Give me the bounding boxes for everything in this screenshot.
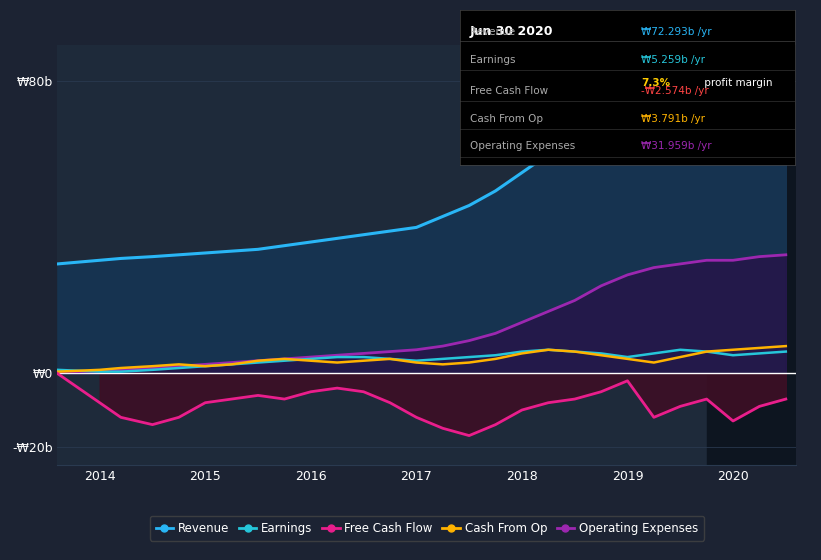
Text: Cash From Op: Cash From Op [470, 114, 543, 124]
Text: ₩5.259b /yr: ₩5.259b /yr [641, 55, 705, 64]
Text: Free Cash Flow: Free Cash Flow [470, 86, 548, 96]
Text: Revenue: Revenue [470, 27, 515, 37]
Text: ₩72.293b /yr: ₩72.293b /yr [641, 27, 712, 37]
Text: -₩2.574b /yr: -₩2.574b /yr [641, 86, 709, 96]
Text: 7.3%: 7.3% [641, 78, 670, 88]
Text: ₩31.959b /yr: ₩31.959b /yr [641, 141, 712, 151]
Bar [707, 45, 796, 465]
Text: Operating Expenses: Operating Expenses [470, 141, 576, 151]
Legend: Revenue, Earnings, Free Cash Flow, Cash From Op, Operating Expenses: Revenue, Earnings, Free Cash Flow, Cash … [149, 516, 704, 541]
Text: Earnings: Earnings [470, 55, 516, 64]
Text: profit margin: profit margin [701, 78, 773, 88]
Text: Jun 30 2020: Jun 30 2020 [470, 26, 553, 39]
Text: ₩3.791b /yr: ₩3.791b /yr [641, 114, 705, 124]
